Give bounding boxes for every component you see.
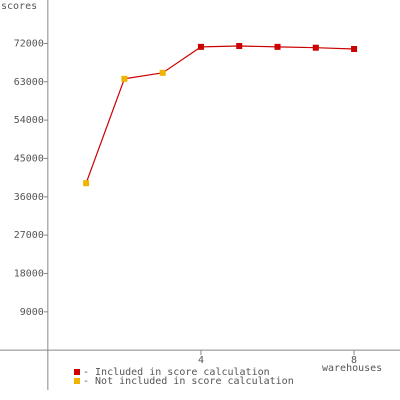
data-point [197,43,204,50]
legend-swatch [74,378,80,384]
y-tick-label: 54000 [14,115,44,126]
y-tick-label: 72000 [14,38,44,49]
data-point [312,44,319,51]
data-point [236,43,243,50]
legend-label: - Not included in score calculation [83,376,294,387]
y-tick-label: 45000 [14,153,44,164]
data-point [274,43,281,50]
x-axis-label: warehouses [322,363,382,374]
x-tick-label: 4 [198,355,204,366]
y-tick-label: 36000 [14,192,44,203]
y-tick-label: 27000 [14,230,44,241]
x-tick-label: 8 [351,355,357,366]
legend-label: - Included in score calculation [83,367,270,378]
data-point [159,69,166,76]
data-point [83,180,90,187]
data-point [121,75,128,82]
y-tick-label: 9000 [20,307,44,318]
data-point [351,45,358,52]
score-line [85,45,355,184]
legend-swatch [74,369,80,375]
y-tick-label: 63000 [14,77,44,88]
y-tick-label: 18000 [14,268,44,279]
y-axis-label: scores [1,1,37,12]
